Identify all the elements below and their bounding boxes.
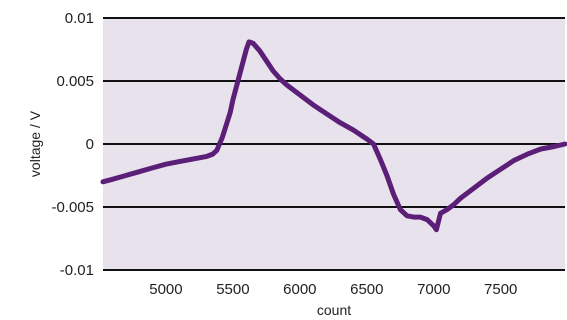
x-tick-label: 7000 <box>417 281 450 298</box>
y-tick-label: 0.005 <box>56 73 94 90</box>
x-tick-label: 5000 <box>149 281 182 298</box>
x-tick-label: 7500 <box>484 281 517 298</box>
y-tick-label: 0.01 <box>65 10 94 27</box>
tick-labels: 5000 5500 6000 6500 7000 7500 -0.01 -0.005 0 0.00… <box>51 10 517 298</box>
grid-lines <box>103 17 565 271</box>
x-tick-label: 5500 <box>216 281 249 298</box>
x-axis-title: count <box>317 302 351 318</box>
x-tick-label: 6000 <box>283 281 316 298</box>
voltage-series-line <box>100 39 567 233</box>
x-tick-label: 6500 <box>350 281 383 298</box>
y-tick-label: -0.01 <box>60 262 94 279</box>
y-tick-label: 0 <box>86 136 94 153</box>
y-axis-title: voltage / V <box>27 110 43 177</box>
y-tick-label: -0.005 <box>51 199 94 216</box>
